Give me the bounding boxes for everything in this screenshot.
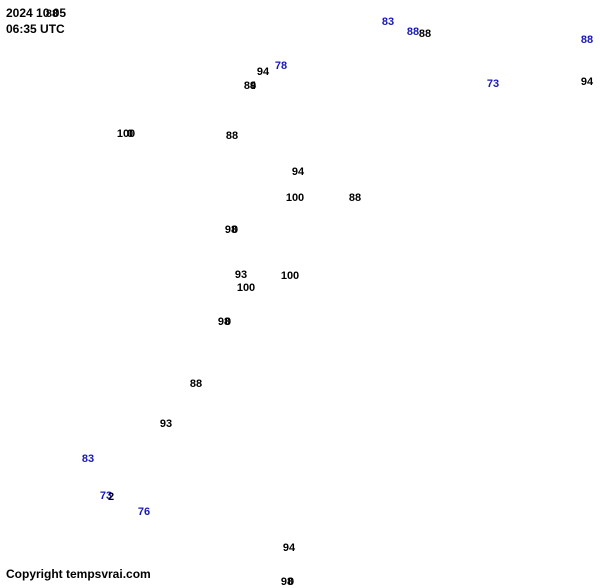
data-point: 88 <box>226 130 238 142</box>
data-point: 83 <box>82 453 94 465</box>
data-point: 100 <box>237 282 255 294</box>
data-point: 0 <box>288 576 294 588</box>
data-point: 83 <box>382 16 394 28</box>
data-point: 94 <box>257 66 269 78</box>
data-point: 88 <box>581 34 593 46</box>
data-point: 93 <box>235 269 247 281</box>
data-point: 88 <box>349 192 361 204</box>
data-point: 93 <box>160 418 172 430</box>
data-point: 0 <box>232 224 238 236</box>
time-label: 06:35 UTC <box>6 22 66 38</box>
data-point: 0 <box>225 316 231 328</box>
data-point: 100 <box>286 192 304 204</box>
data-point: 4 <box>250 80 256 92</box>
data-point: 88 <box>46 8 58 20</box>
copyright-text: Copyright tempsvrai.com <box>6 567 151 581</box>
data-point: 88 <box>407 26 419 38</box>
data-point: 94 <box>292 166 304 178</box>
data-point: 78 <box>275 60 287 72</box>
data-point: 2 <box>108 491 114 503</box>
data-point: 76 <box>138 506 150 518</box>
data-point: 100 <box>281 270 299 282</box>
data-point: 73 <box>487 78 499 90</box>
data-point: 88 <box>419 28 431 40</box>
data-point: 88 <box>190 378 202 390</box>
data-point: 94 <box>283 542 295 554</box>
data-point: 0 <box>127 128 133 140</box>
data-point: 94 <box>581 76 593 88</box>
